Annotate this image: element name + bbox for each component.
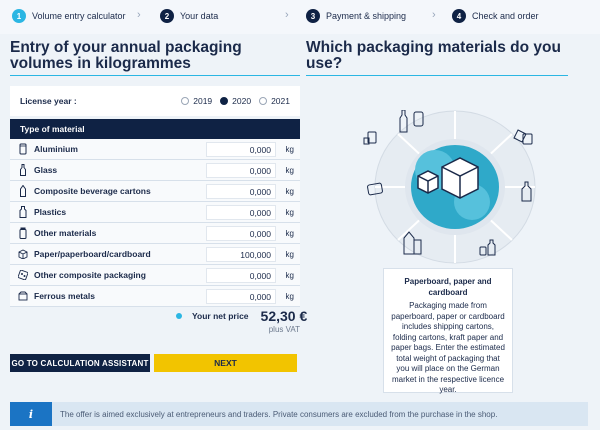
step-your-data[interactable]: 2 Your data xyxy=(160,9,218,23)
material-row-composite-beverage-cartons: Composite beverage cartons 0,000 kg xyxy=(10,181,300,202)
box-icon xyxy=(18,248,28,260)
plastics-input[interactable]: 0,000 xyxy=(206,204,276,220)
info-text: The offer is aimed exclusively at entrep… xyxy=(60,409,498,419)
license-year-2020-radio[interactable]: 2020 xyxy=(220,96,251,106)
net-price: Your net price 52,30 € xyxy=(176,308,307,324)
progress-stepper: 1 Volume entry calculator › 2 Your data … xyxy=(0,0,600,34)
material-row-other-materials: Other materials 0,000 kg xyxy=(10,223,300,244)
license-year-options: 2019 2020 2021 xyxy=(173,96,290,106)
composite-cartons-input[interactable]: 0,000 xyxy=(206,183,276,199)
step-label: Your data xyxy=(180,11,219,21)
materials-title: Which packaging materials do you use? xyxy=(306,40,568,76)
box-icon xyxy=(417,157,479,199)
volume-entry-title: Entry of your annual packaging volumes i… xyxy=(10,40,300,76)
net-price-value: 52,30 € xyxy=(260,308,308,324)
packaging-materials-wheel xyxy=(363,110,536,264)
jar-icon xyxy=(18,227,28,239)
chevron-right-icon: › xyxy=(432,9,436,21)
can-icon xyxy=(18,143,28,155)
tin-icon xyxy=(18,290,28,302)
material-description-card: Paperboard, paper and cardboard Packagin… xyxy=(383,268,513,394)
blister-icon xyxy=(18,269,28,281)
material-table-header: Type of material xyxy=(10,119,300,139)
vat-note: plus VAT xyxy=(268,325,300,334)
step-number: 1 xyxy=(12,9,26,23)
bottle-icon xyxy=(18,164,28,176)
info-notice: i The offer is aimed exclusively at entr… xyxy=(10,402,588,426)
material-row-ferrous-metals: Ferrous metals 0,000 kg xyxy=(10,286,300,307)
license-year-2021-radio[interactable]: 2021 xyxy=(259,96,290,106)
step-label: Payment & shipping xyxy=(326,11,407,21)
volume-entry-panel: License year : 2019 2020 2021 Type of ma… xyxy=(10,86,300,307)
license-year-2019-radio[interactable]: 2019 xyxy=(181,96,212,106)
material-row-aluminium: Aluminium 0,000 kg xyxy=(10,139,300,160)
step-number: 4 xyxy=(452,9,466,23)
plastic-bottle-icon xyxy=(18,206,28,218)
other-composite-input[interactable]: 0,000 xyxy=(206,267,276,283)
radio-dot xyxy=(220,97,229,105)
chevron-right-icon: › xyxy=(137,9,141,21)
material-row-other-composite: Other composite packaging 0,000 kg xyxy=(10,265,300,286)
other-materials-input[interactable]: 0,000 xyxy=(206,225,276,241)
license-year-row: License year : 2019 2020 2021 xyxy=(10,86,300,116)
carton-icon xyxy=(18,185,28,197)
license-year-label: License year : xyxy=(20,96,77,106)
aluminium-input[interactable]: 0,000 xyxy=(206,141,276,157)
info-icon: i xyxy=(10,402,52,426)
chevron-right-icon: › xyxy=(285,9,289,21)
ferrous-metals-input[interactable]: 0,000 xyxy=(206,288,276,304)
info-dot-icon[interactable] xyxy=(176,313,182,319)
material-row-glass: Glass 0,000 kg xyxy=(10,160,300,181)
material-row-plastics: Plastics 0,000 kg xyxy=(10,202,300,223)
description-title: Paperboard, paper and cardboard xyxy=(404,277,492,297)
radio-dot xyxy=(181,97,190,105)
glass-input[interactable]: 0,000 xyxy=(206,162,276,178)
step-label: Volume entry calculator xyxy=(32,11,126,21)
radio-dot xyxy=(259,97,268,105)
step-number: 3 xyxy=(306,9,320,23)
step-number: 2 xyxy=(160,9,174,23)
material-row-paper: Paper/paperboard/cardboard 100,000 kg xyxy=(10,244,300,265)
step-volume-entry[interactable]: 1 Volume entry calculator xyxy=(12,9,126,23)
step-label: Check and order xyxy=(472,11,539,21)
calculation-assistant-button[interactable]: GO TO CALCULATION ASSISTANT xyxy=(10,354,150,372)
net-price-label: Your net price xyxy=(192,311,249,321)
paper-input[interactable]: 100,000 xyxy=(206,246,276,262)
step-payment-shipping[interactable]: 3 Payment & shipping xyxy=(306,9,406,23)
next-button[interactable]: NEXT xyxy=(154,354,297,372)
step-check-order[interactable]: 4 Check and order xyxy=(452,9,539,23)
description-body: Packaging made from paperboard, paper or… xyxy=(391,301,505,394)
